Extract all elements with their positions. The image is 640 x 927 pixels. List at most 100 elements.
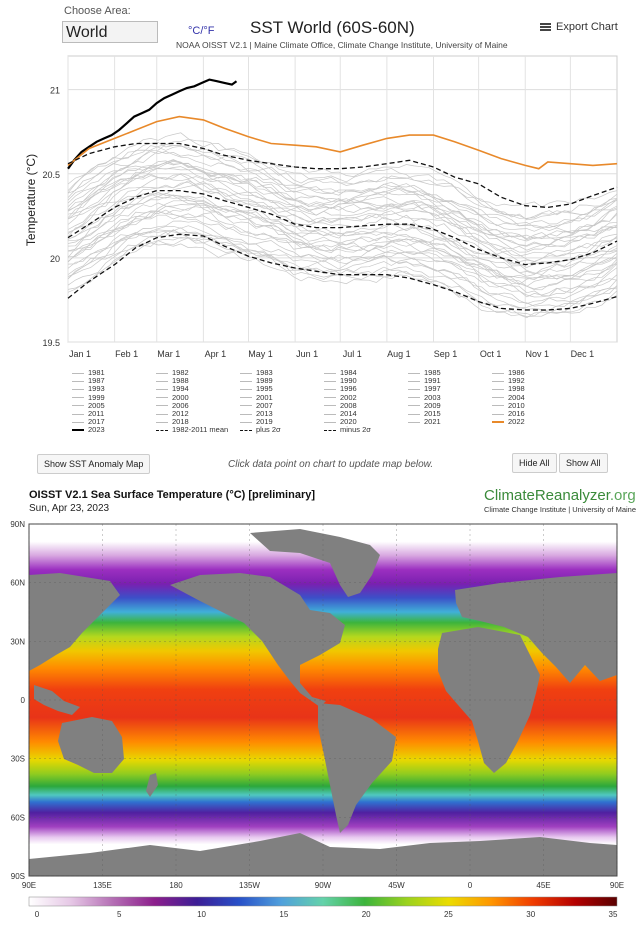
historical-year-line[interactable] [67, 181, 618, 257]
historical-year-line[interactable] [67, 193, 618, 275]
legend-item[interactable]: 1999 [72, 393, 105, 402]
historical-year-line[interactable] [67, 132, 618, 208]
legend-item[interactable]: 1987 [72, 376, 105, 385]
legend-item[interactable]: 2008 [324, 401, 357, 410]
hide-all-button[interactable]: Hide All [512, 453, 557, 473]
chart-series[interactable] [67, 78, 618, 311]
legend-item[interactable]: 2021 [408, 417, 441, 426]
historical-year-line[interactable] [67, 160, 618, 233]
legend-item[interactable]: 1998 [492, 384, 525, 393]
legend-label: 1987 [88, 376, 105, 386]
historical-year-line[interactable] [67, 242, 618, 317]
legend-item[interactable]: 2000 [156, 393, 189, 402]
historical-year-line[interactable] [67, 213, 618, 298]
historical-year-line[interactable] [67, 192, 618, 275]
series-line-2022[interactable] [67, 115, 618, 170]
colorbar-ticks: 0 5 10 15 20 25 30 35 [35, 910, 618, 919]
historical-year-line[interactable] [67, 206, 618, 287]
legend-item[interactable]: 1988 [156, 376, 189, 385]
legend-item[interactable]: 2005 [72, 401, 105, 410]
legend-item[interactable]: 2019 [240, 417, 273, 426]
historical-year-line[interactable] [67, 151, 618, 226]
historical-year-line[interactable] [67, 184, 618, 268]
chart-grid [67, 55, 618, 343]
legend-item[interactable]: 1990 [324, 376, 357, 385]
historical-year-line[interactable] [67, 180, 618, 263]
historical-year-line[interactable] [67, 199, 618, 280]
historical-year-line[interactable] [67, 138, 618, 221]
area-select[interactable]: World [62, 21, 158, 43]
historical-year-line[interactable] [67, 220, 618, 297]
legend-item[interactable]: 1983 [240, 368, 273, 377]
legend-item[interactable]: 2022 [492, 417, 525, 426]
legend-item[interactable]: 1986 [492, 368, 525, 377]
legend-item[interactable]: 2015 [408, 409, 441, 418]
historical-year-line[interactable] [67, 209, 618, 290]
line-chart[interactable]: 19.5 20 20.5 21 Jan 1 Feb 1 Mar 1 Apr 1 May 1 Jun… [0, 52, 640, 372]
legend-item[interactable]: 2003 [408, 393, 441, 402]
legend-label: 1990 [340, 376, 357, 386]
legend-item[interactable]: 2016 [492, 409, 525, 418]
legend-item[interactable]: 1985 [408, 368, 441, 377]
historical-year-line[interactable] [67, 237, 618, 314]
show-anomaly-map-button[interactable]: Show SST Anomaly Map [37, 454, 151, 474]
legend-item[interactable]: plus 2σ [240, 425, 281, 434]
colorbar-tick-label: 0 [35, 910, 40, 919]
legend-item[interactable]: 2009 [408, 401, 441, 410]
historical-year-line[interactable] [67, 144, 618, 228]
legend-item[interactable]: 2013 [240, 409, 273, 418]
legend-item[interactable]: 1989 [240, 376, 273, 385]
chart-title: SST World (60S-60N) [250, 18, 415, 37]
legend-swatch [72, 429, 84, 432]
legend-item[interactable]: 2001 [240, 393, 273, 402]
legend-swatch [156, 405, 168, 407]
legend-item[interactable]: 1994 [156, 384, 189, 393]
legend-item[interactable]: 1992 [492, 376, 525, 385]
historical-year-line[interactable] [67, 173, 618, 251]
legend-item[interactable]: 1982-2011 mean [156, 425, 228, 434]
historical-year-line[interactable] [67, 202, 618, 280]
legend-item[interactable]: 1997 [408, 384, 441, 393]
legend-item[interactable]: 2017 [72, 417, 105, 426]
units-toggle[interactable]: °C/°F [188, 25, 215, 37]
legend-item[interactable]: 1984 [324, 368, 357, 377]
legend-item[interactable]: 1995 [240, 384, 273, 393]
legend-item[interactable]: 2014 [324, 409, 357, 418]
historical-year-line[interactable] [67, 230, 618, 309]
legend-item[interactable]: 1982 [156, 368, 189, 377]
historical-year-line[interactable] [67, 229, 618, 304]
legend-item[interactable]: 2004 [492, 393, 525, 402]
series-line-plus-2-[interactable] [67, 142, 618, 209]
series-line-2023[interactable] [67, 78, 238, 170]
legend-label: 2001 [256, 392, 273, 402]
legend-item[interactable]: 2011 [72, 409, 104, 418]
legend-item[interactable]: 2002 [324, 393, 357, 402]
historical-year-line[interactable] [67, 145, 618, 220]
legend-item[interactable]: 2020 [324, 417, 357, 426]
historical-year-line[interactable] [67, 202, 618, 285]
show-all-button[interactable]: Show All [559, 453, 608, 473]
legend-item[interactable]: 2006 [156, 401, 189, 410]
series-line-minus-2-[interactable] [67, 233, 618, 311]
legend-item[interactable]: 2023 [72, 425, 105, 434]
historical-year-line[interactable] [67, 160, 618, 241]
legend-item[interactable]: 2012 [156, 409, 189, 418]
legend-item[interactable]: 1996 [324, 384, 357, 393]
historical-year-line[interactable] [67, 225, 618, 298]
legend-swatch [324, 429, 336, 431]
historical-year-line[interactable] [67, 150, 618, 229]
x-tick-label: Jan 1 [69, 349, 91, 359]
legend-item[interactable]: 2007 [240, 401, 273, 410]
sst-map[interactable]: 90N 60N 30N 0 30S 60S 90S 90E 135E 180 135W 90W 45W… [0, 515, 640, 927]
legend-item[interactable]: 2010 [492, 401, 525, 410]
legend-item[interactable]: 1981 [72, 368, 105, 377]
export-chart-button[interactable]: Export Chart [540, 21, 618, 33]
legend-item[interactable]: 2018 [156, 417, 189, 426]
historical-year-line[interactable] [67, 192, 618, 277]
legend-item[interactable]: 1993 [72, 384, 105, 393]
legend-item[interactable]: minus 2σ [324, 425, 371, 434]
historical-year-line[interactable] [67, 166, 618, 253]
series-line-1982-2011-mean[interactable] [67, 189, 618, 266]
legend-item[interactable]: 1991 [408, 376, 441, 385]
colorbar [28, 896, 618, 907]
